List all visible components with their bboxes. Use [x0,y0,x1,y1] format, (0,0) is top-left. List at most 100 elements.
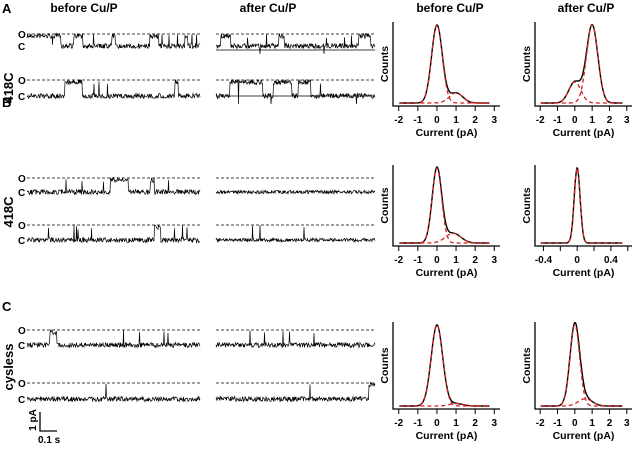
gaussian-fit-component [399,232,490,244]
histogram-curve [540,321,623,407]
x-tick-label: -2 [394,418,403,429]
scale-bar-current: 1 pA [28,409,39,431]
x-tick-label: 1 [589,418,595,429]
histogram-curve [399,24,490,104]
x-tick-label: 0.4 [604,255,618,266]
x-tick-label: 1 [453,418,459,429]
row-label-a: 418C [1,72,16,104]
x-tick-label: 0 [434,255,440,266]
after-current-trace [215,189,376,195]
open-label: O [18,326,26,337]
x-tick-label: 1 [453,255,459,266]
y-axis-label: Counts [379,46,391,82]
x-tick-label: 1 [589,115,595,126]
x-tick-label: -1 [413,255,422,266]
y-axis-label: Counts [521,187,533,223]
y-axis-label: Counts [521,347,533,383]
x-tick-label: 0 [574,255,580,266]
gaussian-fit-component [540,81,623,104]
row-label-b: 418C [1,196,16,228]
open-label: O [18,30,26,41]
column-title-after: after Cu/P [240,1,297,15]
y-axis-label: Counts [379,187,391,223]
x-tick-label: -1 [413,115,422,126]
open-label: O [18,76,26,87]
x-axis-label: Current (pA) [416,267,478,279]
after-current-trace [215,330,376,349]
axes [534,322,632,410]
panel-letter-a: A [2,1,12,16]
x-tick-label: -0.4 [535,255,553,266]
histogram-c-after: -2 -1 0 1 2 3 Current (pA) Counts [521,321,632,442]
x-tick-label: 2 [607,418,613,429]
gaussian-fit-component [540,398,623,407]
x-tick-label: 0 [572,115,578,126]
x-tick-label: 3 [491,115,497,126]
x-tick-label: 0 [434,418,440,429]
before-current-trace [26,328,201,349]
before-current-trace [26,32,201,50]
axes [392,322,500,410]
before-current-trace [26,383,201,403]
x-tick-label: 2 [472,115,478,126]
panel-letter-b: B [2,95,11,110]
axes [392,165,500,247]
panel-letter-c: C [2,299,12,314]
x-tick-label: 0 [572,418,578,429]
x-tick-label: 3 [491,255,497,266]
x-axis-label: Current (pA) [553,267,615,279]
axes [534,22,632,107]
closed-label: C [18,188,25,199]
x-tick-label: -1 [553,115,562,126]
x-tick-label: 3 [624,115,630,126]
open-label: O [18,221,26,232]
x-tick-label: -1 [553,418,562,429]
x-tick-label: -1 [413,418,422,429]
histogram-curve [399,324,490,407]
gaussian-fit-component [540,24,623,104]
x-tick-label: -2 [536,418,545,429]
after-current-trace [215,78,376,105]
after-current-trace [215,381,376,403]
gaussian-fit-component [399,24,490,104]
closed-label: C [18,42,25,53]
hist-title-after: after Cu/P [558,1,615,15]
x-tick-label: 3 [624,418,630,429]
before-current-trace [26,79,201,100]
y-axis-label: Counts [521,46,533,82]
histogram-b-before: -2 -1 0 1 2 3 Current (pA) Counts [379,165,500,279]
x-tick-label: 2 [607,115,613,126]
scale-bar-time: 0.1 s [38,435,61,446]
histogram-curve [540,23,623,104]
open-label: O [18,174,26,185]
histogram-c-before: -2 -1 0 1 2 3 Current (pA) Counts [379,322,500,442]
x-axis-label: Current (pA) [416,430,478,442]
x-tick-label: 0 [434,115,440,126]
scale-bar: 1 pA 0.1 s [28,409,61,446]
x-tick-label: 3 [491,418,497,429]
axes [392,22,500,107]
closed-label: C [18,236,25,247]
scale-bar-lines [39,412,57,432]
x-tick-label: 2 [472,255,478,266]
closed-label: C [18,92,25,103]
x-axis-label: Current (pA) [553,127,615,139]
histogram-a-after: -2 -1 0 1 2 3 Current (pA) Counts [521,22,632,139]
histogram-curve [399,166,490,244]
after-current-trace [215,225,376,243]
before-current-trace [26,224,201,244]
hist-title-before: before Cu/P [416,1,483,15]
axes [534,165,632,247]
after-current-trace [215,33,376,55]
open-label: O [18,379,26,390]
x-tick-label: -2 [536,115,545,126]
x-axis-label: Current (pA) [416,127,478,139]
closed-label: C [18,341,25,352]
x-tick-label: 1 [453,115,459,126]
histogram-curve [540,166,623,244]
closed-label: C [18,395,25,406]
